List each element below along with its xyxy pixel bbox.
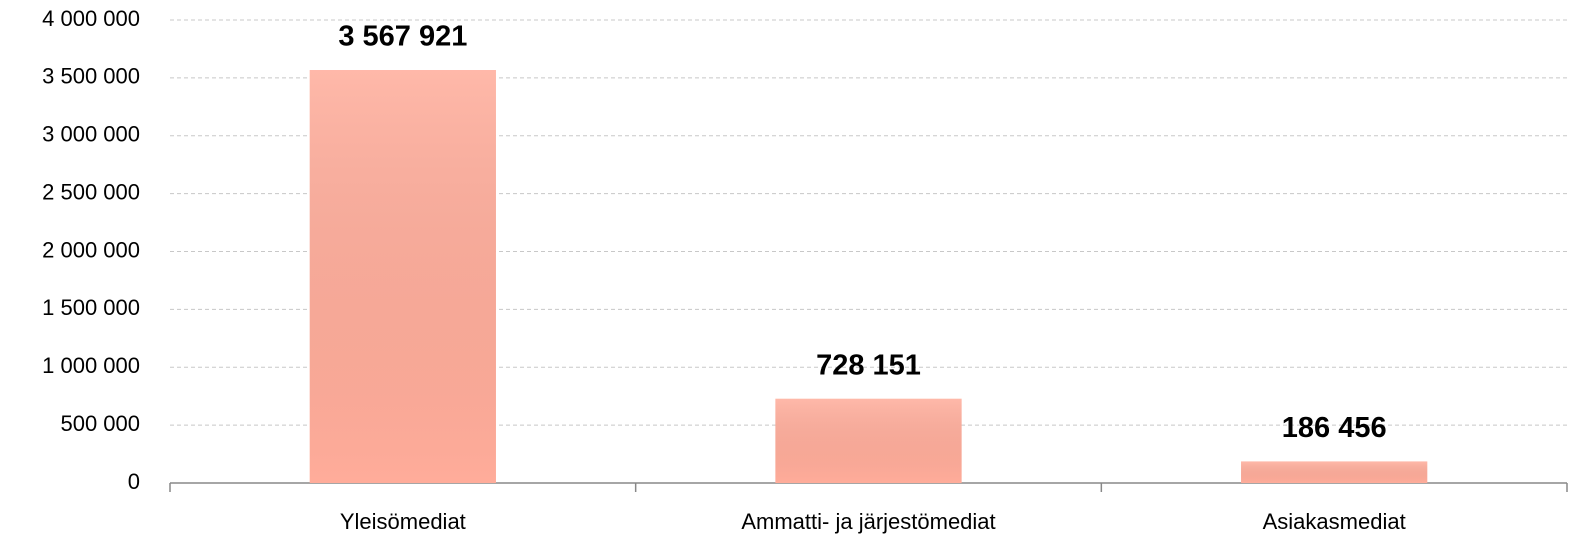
- value-label: 186 456: [1282, 412, 1387, 444]
- value-label: 728 151: [816, 349, 921, 381]
- y-tick-label: 3 500 000: [42, 64, 140, 89]
- y-tick-label: 2 000 000: [42, 237, 140, 262]
- y-tick-label: 4 000 000: [42, 6, 140, 31]
- bar: [1241, 461, 1428, 483]
- x-tick-label: Asiakasmediat: [1263, 509, 1406, 534]
- bar: [775, 398, 962, 483]
- value-label: 3 567 921: [338, 21, 467, 53]
- bar: [309, 70, 496, 483]
- x-tick-label: Ammatti- ja järjestömediat: [741, 509, 995, 534]
- y-tick-label: 3 000 000: [42, 122, 140, 147]
- y-tick-label: 500 000: [60, 411, 140, 436]
- x-tick-label: Yleisömediat: [340, 509, 466, 534]
- y-tick-label: 0: [128, 469, 140, 494]
- y-tick-label: 1 000 000: [42, 353, 140, 378]
- y-tick-label: 1 500 000: [42, 295, 140, 320]
- y-tick-label: 2 500 000: [42, 179, 140, 204]
